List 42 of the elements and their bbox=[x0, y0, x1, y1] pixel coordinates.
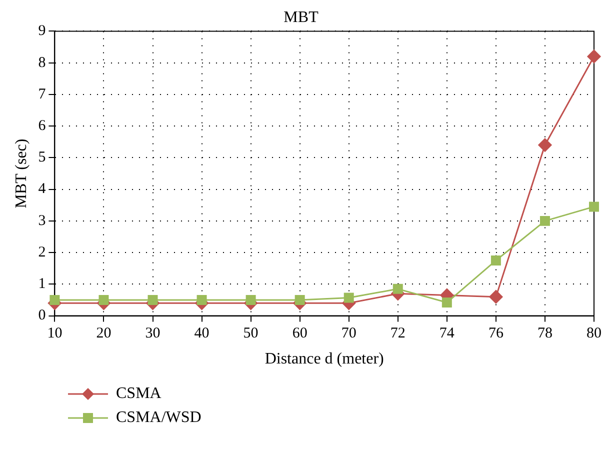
point bbox=[148, 294, 158, 305]
point bbox=[587, 50, 601, 64]
y-tick-label: 6 bbox=[38, 118, 46, 134]
y-tick-label: 1 bbox=[38, 276, 46, 292]
point bbox=[392, 284, 403, 294]
point bbox=[540, 216, 550, 226]
point bbox=[538, 138, 552, 152]
x-tick-label: 76 bbox=[488, 326, 504, 342]
x-tick-label: 10 bbox=[47, 326, 62, 342]
y-tick-label: 3 bbox=[38, 212, 46, 229]
legend-label: CSMA bbox=[116, 385, 162, 402]
point bbox=[589, 202, 599, 212]
point bbox=[344, 292, 354, 303]
point bbox=[98, 294, 109, 305]
x-tick-label: 30 bbox=[145, 326, 160, 342]
x-tick-label: 70 bbox=[341, 326, 356, 342]
point bbox=[490, 255, 501, 266]
y-tick-label: 0 bbox=[38, 308, 46, 324]
x-tick-label: 60 bbox=[292, 326, 308, 342]
x-tick-label: 74 bbox=[439, 326, 455, 342]
y-axis-title: MBT (sec) bbox=[12, 138, 30, 208]
point bbox=[246, 294, 256, 305]
x-tick-label: 20 bbox=[96, 326, 112, 342]
x-tick-label: 78 bbox=[537, 326, 552, 342]
y-tick-label: 9 bbox=[38, 23, 46, 40]
x-axis-title: Distance d (meter) bbox=[264, 350, 384, 368]
point bbox=[489, 290, 503, 304]
y-tick-label: 7 bbox=[38, 86, 46, 102]
point bbox=[50, 294, 60, 305]
point bbox=[196, 294, 207, 305]
point bbox=[294, 294, 305, 305]
x-tick-label: 72 bbox=[390, 326, 406, 342]
point bbox=[442, 298, 452, 308]
x-tick-label: 40 bbox=[194, 326, 210, 342]
legend-label: CSMA/WSD bbox=[116, 409, 202, 426]
y-tick-label: 5 bbox=[38, 150, 46, 166]
y-tick-label: 4 bbox=[38, 181, 46, 198]
x-tick-label: 80 bbox=[586, 326, 602, 342]
chart-title: MBT bbox=[284, 8, 319, 26]
x-tick-label: 50 bbox=[243, 326, 258, 342]
y-tick-label: 8 bbox=[38, 54, 46, 71]
y-tick-label: 2 bbox=[38, 244, 46, 260]
